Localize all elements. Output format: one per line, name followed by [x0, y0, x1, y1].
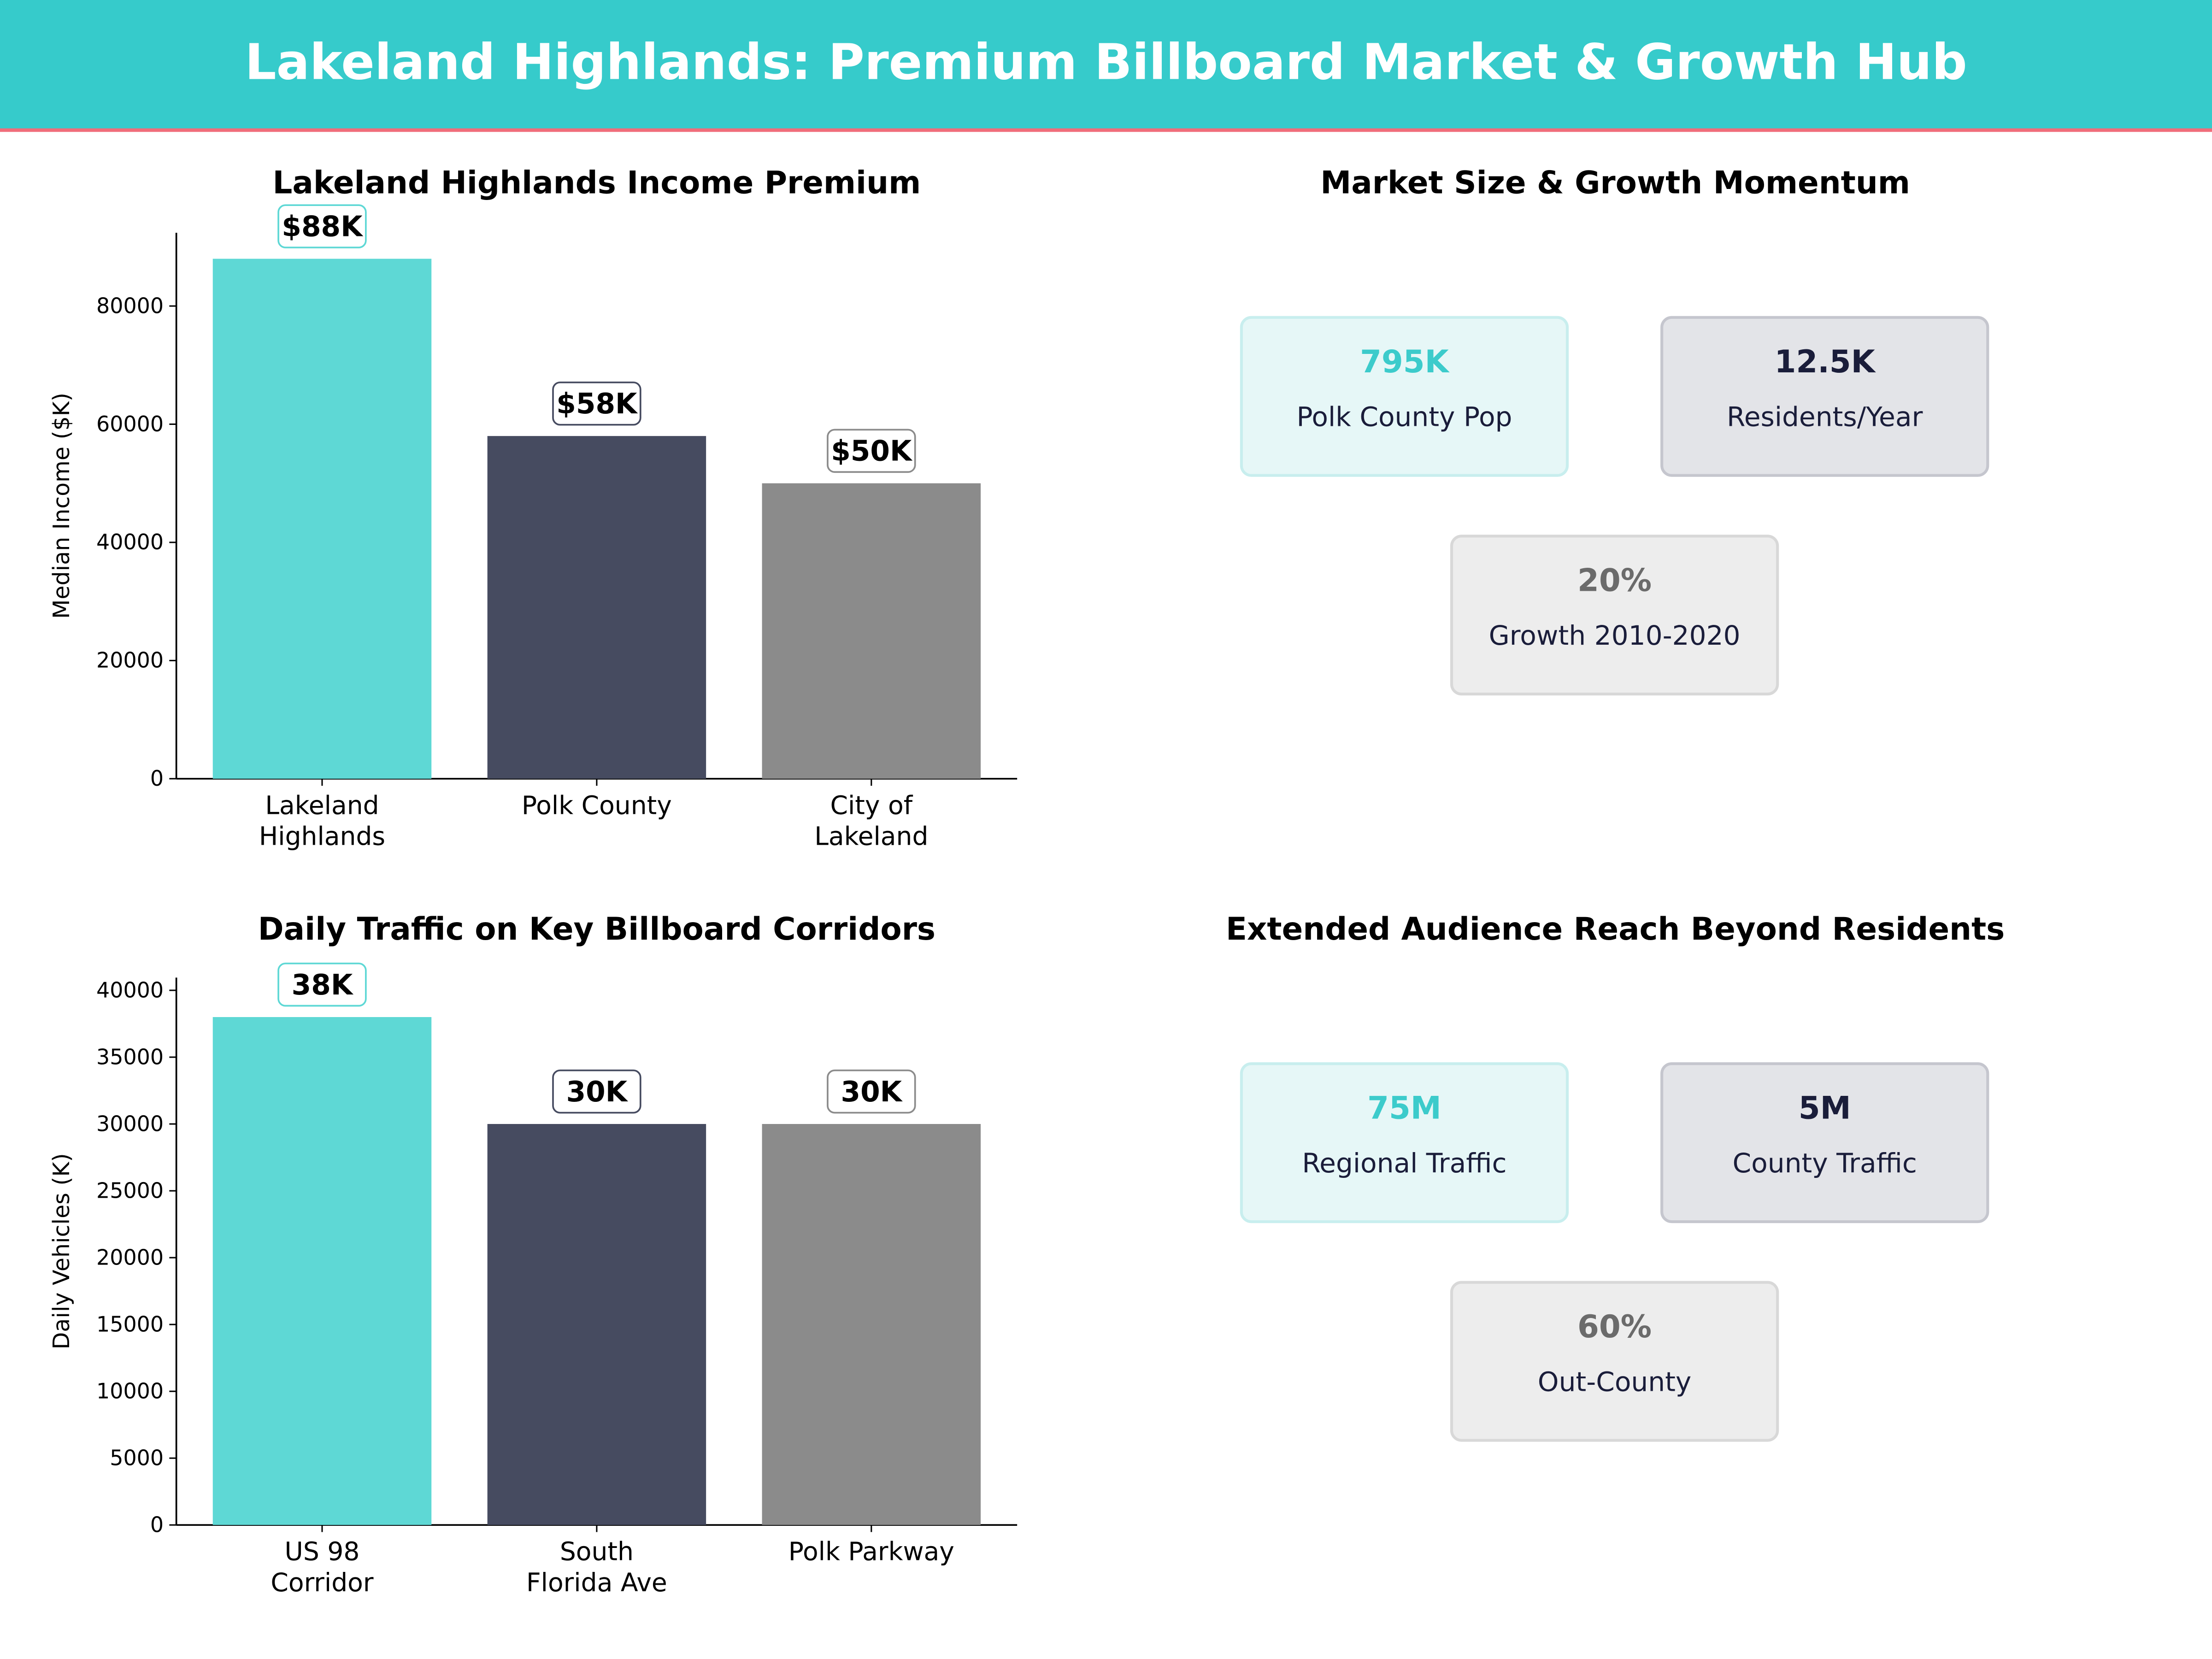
stat-value: 5M — [1799, 1090, 1851, 1126]
x-tick-label: US 98 — [285, 1537, 360, 1566]
stat-label: Regional Traffic — [1302, 1147, 1506, 1179]
header-bar — [0, 0, 2212, 130]
stat-value: 795K — [1360, 343, 1450, 380]
stat-card-bg — [1240, 1062, 1569, 1224]
chart-title: Lakeland Highlands Income Premium — [273, 164, 921, 200]
y-tick-label: 20000 — [96, 648, 164, 673]
data-label-box — [277, 204, 367, 248]
x-tick-label: Corridor — [271, 1568, 373, 1597]
data-label: $58K — [556, 388, 638, 420]
audience-panel: 75M Regional Traffic 5M County Traffic 60% Ou… — [1240, 1062, 1989, 1442]
y-tick-label: 30000 — [96, 1111, 164, 1136]
stat-label: Growth 2010-2020 — [1489, 620, 1741, 651]
bar — [212, 259, 432, 779]
y-axis-label: Median Income ($K) — [48, 393, 75, 619]
y-tick-label: 40000 — [96, 977, 164, 1002]
market-panel: 795K Polk County Pop 12.5K Residents/Year 20… — [1240, 316, 1989, 696]
x-tick-label: Highlands — [259, 822, 385, 851]
y-tick-label: 80000 — [96, 293, 164, 318]
stat-label: County Traffic — [1733, 1147, 1917, 1179]
bar — [212, 1017, 432, 1525]
y-tick-label: 5000 — [110, 1445, 164, 1470]
y-axis-label: Daily Vehicles (K) — [48, 1153, 75, 1349]
market-panel-title: Market Size & Growth Momentum — [1320, 164, 1910, 200]
stat-label: Residents/Year — [1727, 401, 1923, 432]
y-tick-label: 15000 — [96, 1312, 164, 1336]
bar — [762, 483, 981, 779]
y-tick-label: 35000 — [96, 1044, 164, 1069]
stat-card-bg — [1450, 1281, 1779, 1442]
y-tick-label: 60000 — [96, 412, 164, 436]
x-tick-label: Polk County — [522, 790, 672, 820]
data-label-box — [552, 381, 641, 426]
income-chart: Lakeland Highlands Income Premium Median … — [48, 164, 1018, 851]
stat-value: 60% — [1577, 1308, 1652, 1345]
stat-card: 20% Growth 2010-2020 — [1450, 535, 1779, 696]
stat-card-bg — [1660, 316, 1989, 477]
stat-card: 75M Regional Traffic — [1240, 1062, 1569, 1224]
data-label-box — [277, 962, 367, 1007]
x-tick-label: Polk Parkway — [788, 1537, 954, 1566]
stat-value: 75M — [1367, 1090, 1441, 1126]
data-label: $50K — [831, 435, 913, 468]
x-tick-label: City of — [830, 790, 913, 820]
stat-card: 60% Out-County — [1450, 1281, 1779, 1442]
y-tick-label: 10000 — [96, 1378, 164, 1403]
data-label-box — [827, 1069, 916, 1114]
y-tick-label: 40000 — [96, 529, 164, 554]
x-tick-label: South — [560, 1537, 634, 1566]
data-label-box — [552, 1069, 641, 1114]
data-label: 30K — [566, 1076, 629, 1108]
page-title: Lakeland Highlands: Premium Billboard Ma… — [245, 34, 1967, 91]
stat-label: Polk County Pop — [1296, 401, 1512, 432]
data-label: 30K — [841, 1076, 903, 1108]
stat-card-bg — [1450, 535, 1779, 696]
bar — [487, 436, 706, 779]
stat-card: 795K Polk County Pop — [1240, 316, 1569, 477]
bar — [762, 1124, 981, 1525]
y-tick-label: 0 — [150, 766, 164, 791]
traffic-chart: Daily Traffic on Key Billboard Corridors… — [48, 911, 1018, 1597]
chart-title: Daily Traffic on Key Billboard Corridors — [258, 911, 935, 947]
stat-value: 12.5K — [1775, 343, 1877, 380]
x-tick-label: Florida Ave — [526, 1568, 667, 1597]
stat-card: 12.5K Residents/Year — [1660, 316, 1989, 477]
y-tick-label: 0 — [150, 1512, 164, 1537]
stat-card-bg — [1660, 1062, 1989, 1224]
x-tick-label: Lakeland — [814, 822, 928, 851]
bar — [487, 1124, 706, 1525]
stat-card: 5M County Traffic — [1660, 1062, 1989, 1224]
audience-panel-title: Extended Audience Reach Beyond Residents — [1226, 911, 2005, 947]
data-label: $88K — [282, 211, 364, 243]
data-label: 38K — [292, 969, 354, 1001]
y-tick-label: 20000 — [96, 1245, 164, 1270]
stat-value: 20% — [1577, 562, 1652, 599]
stat-card-bg — [1240, 316, 1569, 477]
stat-label: Out-County — [1538, 1366, 1692, 1397]
data-label-box — [827, 429, 916, 473]
x-tick-label: Lakeland — [265, 790, 379, 820]
y-tick-label: 25000 — [96, 1178, 164, 1203]
header-line — [0, 128, 2212, 132]
